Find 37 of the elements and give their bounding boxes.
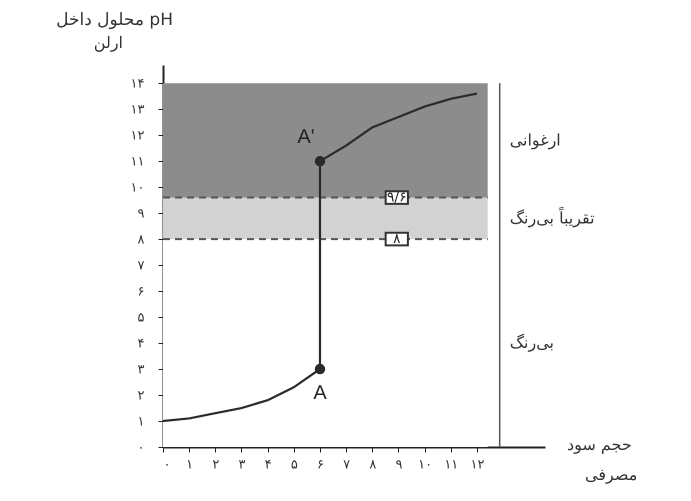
annotation: A' — [297, 126, 315, 148]
x-tick-label: ۶ — [316, 458, 324, 472]
x-tick-label: ۸ — [369, 458, 376, 472]
y-tick-label: ۹ — [138, 206, 145, 222]
y-tick-label: ۶ — [138, 284, 144, 300]
x-tick-label: ۲ — [212, 458, 220, 472]
x-tick-label: ۱۱ — [444, 458, 458, 472]
y-tick-label: ۵ — [138, 310, 145, 326]
y-tick-label: ۷ — [138, 258, 145, 274]
y-tick-label: ۴ — [138, 336, 145, 352]
ref-line-label: ۹/۶ — [386, 190, 407, 206]
ref-line-label: ۸ — [393, 231, 402, 248]
y-tick-label: ۱۳ — [130, 102, 145, 118]
y-tick-label: ۱۴ — [130, 76, 145, 92]
band-label: تقریباً بی‌رنگ — [510, 206, 595, 228]
y-tick-label: ۳ — [138, 362, 145, 378]
x-tick-label: ۰ — [164, 458, 170, 472]
x-axis-title: حجم سود مصرفی — [567, 435, 638, 484]
y-tick-label: ۸ — [138, 232, 145, 248]
y-tick-label: ۱ — [138, 414, 144, 430]
x-tick-label: ۷ — [343, 458, 350, 472]
band-label: ارغوانی — [510, 130, 561, 150]
annotation: A — [313, 382, 328, 404]
y-tick-label: ۱۰ — [130, 180, 144, 196]
x-tick-label: ۳ — [238, 458, 246, 472]
x-tick-label: ۵ — [290, 458, 298, 472]
y-tick-label: ۰ — [138, 440, 144, 456]
band-label: بی‌رنگ — [510, 333, 554, 352]
y-tick-label: ۲ — [138, 388, 145, 404]
y-axis-title: pH محلول داخل ارلن — [56, 10, 173, 52]
y-tick-label: ۱۱ — [130, 154, 144, 170]
x-tick-label: ۱۰ — [418, 458, 432, 472]
y-tick-label: ۱۲ — [130, 128, 145, 144]
x-tick-label: ۱۲ — [470, 458, 484, 472]
x-tick-label: ۱ — [186, 458, 194, 472]
x-tick-label: ۴ — [264, 458, 272, 472]
x-tick-label: ۹ — [395, 458, 402, 472]
